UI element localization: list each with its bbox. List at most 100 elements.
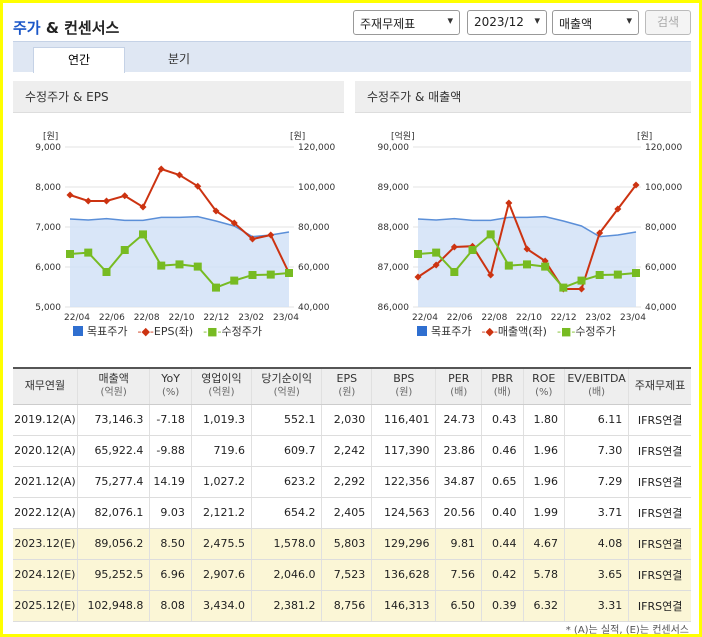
tab-annual[interactable]: 연간 — [33, 47, 125, 73]
column-unit: (%) — [161, 387, 180, 399]
table-cell: -7.18 — [149, 404, 192, 436]
table-cell: 9.81 — [435, 528, 482, 560]
table-cell: 0.42 — [481, 559, 523, 591]
y-left-tick-label: 8,000 — [35, 183, 61, 193]
left-series-point — [66, 191, 74, 199]
price-series-point — [84, 248, 93, 257]
table-cell: 623.2 — [250, 466, 322, 498]
y-right-unit: [원] — [290, 131, 305, 142]
price-series-point — [212, 283, 220, 292]
table-row: 2025.12(E) 102,948.8 8.08 3,434.0 2,381.2 8,7… — [13, 590, 691, 622]
price-series-point — [595, 271, 604, 279]
metric-select[interactable]: 매출액 ▾ — [552, 10, 639, 35]
x-tick-label: 23/02 — [238, 313, 264, 321]
price-series-point — [285, 269, 293, 277]
left-series-point — [596, 229, 604, 237]
y-left-tick-label: 7,000 — [35, 223, 61, 233]
table-cell: 129,296 — [371, 528, 436, 560]
table-cell: 2022.12(A) — [13, 497, 78, 529]
legend-item-price: -■-수정주가 — [556, 325, 616, 338]
page-title: 주가 & 컨센서스 — [13, 19, 120, 37]
chevron-down-icon: ▾ — [534, 14, 540, 27]
table-cell: 34.87 — [435, 466, 482, 498]
table-cell: 1.99 — [522, 497, 565, 529]
column-unit: (원) — [395, 387, 413, 399]
statement-type-select[interactable]: 주재무제표 ▾ — [353, 10, 460, 35]
table-cell: 75,277.4 — [76, 466, 150, 498]
square-line-icon: -■- — [203, 325, 222, 338]
column-unit: (배) — [450, 387, 468, 399]
price-series-point — [139, 230, 147, 239]
table-cell: 82,076.1 — [76, 497, 150, 529]
table-cell: 6.50 — [435, 590, 482, 622]
left-series-point — [212, 207, 220, 215]
y-left-tick-label: 86,000 — [378, 303, 410, 313]
y-left-unit: [억원] — [391, 130, 415, 142]
table-cell: 0.46 — [481, 435, 523, 467]
table-cell: 5,803 — [321, 528, 372, 560]
table-cell: 654.2 — [250, 497, 322, 529]
table-cell: 3.71 — [563, 497, 629, 529]
table-cell: 0.44 — [481, 528, 523, 560]
table-cell: 8,756 — [321, 590, 372, 622]
left-series-point — [414, 273, 422, 281]
left-series-point — [249, 235, 256, 243]
table-cell: 117,390 — [371, 435, 436, 467]
column-label: 매출액 — [98, 372, 129, 386]
price-series-point — [523, 260, 531, 269]
diamond-line-icon: -◆- — [137, 325, 154, 338]
search-button[interactable]: 검색 — [645, 10, 691, 35]
sales-price-chart: [억원] [원] 90,000 89,000 88,000 87,000 86,000 120… — [378, 130, 683, 321]
price-series-point — [157, 261, 166, 270]
left-series-point — [194, 182, 202, 190]
table-cell: 1,027.2 — [190, 466, 252, 498]
table-cell: 20.56 — [435, 497, 482, 529]
column-header: 당기순이익 (억원) — [250, 367, 322, 405]
right-chart-legend: 목표주가 -◆-매출액(좌) -■-수정주가 — [417, 323, 616, 339]
table-cell: 102,948.8 — [76, 590, 150, 622]
price-series-point — [66, 250, 74, 258]
table-row: 2022.12(A) 82,076.1 9.03 2,121.2 654.2 2,405 1… — [13, 497, 691, 529]
table-cell: -9.88 — [149, 435, 192, 467]
table-cell: 609.7 — [250, 435, 322, 467]
column-header: BPS (원) — [371, 367, 436, 405]
table-cell: 6.32 — [522, 590, 565, 622]
table-cell: 0.40 — [481, 497, 523, 529]
column-header: 재무연월 — [13, 367, 78, 405]
table-cell: 8.08 — [149, 590, 192, 622]
table-cell: 146,313 — [371, 590, 436, 622]
table-row: 2021.12(A) 75,277.4 14.19 1,027.2 623.2 2,292… — [13, 466, 691, 498]
x-tick-label: 22/06 — [447, 313, 473, 321]
column-unit: (배) — [588, 387, 606, 399]
y-right-tick-label: 80,000 — [298, 223, 330, 233]
x-tick-label: 22/08 — [481, 313, 507, 321]
price-series-point — [414, 250, 422, 258]
column-label: YoY — [161, 372, 180, 386]
square-line-icon: -■- — [556, 325, 576, 338]
left-series-point — [523, 245, 531, 253]
table-cell: 1,578.0 — [250, 528, 322, 560]
left-series-point — [103, 197, 110, 205]
column-label: 당기순이익 — [261, 372, 313, 386]
column-label: 재무연월 — [24, 379, 66, 393]
left-series-point — [632, 181, 640, 189]
y-left-unit: [원] — [43, 131, 58, 142]
price-series-point — [613, 270, 622, 279]
x-tick-label: 22/10 — [516, 313, 542, 321]
y-left-tick-label: 90,000 — [378, 143, 410, 153]
table-cell: IFRS연결 — [628, 590, 691, 622]
legend-item-target: 목표주가 — [417, 323, 471, 339]
y-right-tick-label: 120,000 — [645, 143, 682, 153]
table-cell: 2,475.5 — [190, 528, 252, 560]
x-tick-label: 22/12 — [551, 313, 577, 321]
table-cell: 552.1 — [250, 404, 322, 436]
price-series-point — [230, 276, 239, 285]
price-series-point — [432, 248, 441, 257]
chevron-down-icon: ▾ — [447, 14, 453, 27]
square-icon — [417, 326, 427, 336]
column-label: ROE — [532, 372, 556, 386]
period-select[interactable]: 2023/12 ▾ — [467, 10, 547, 35]
tab-quarterly[interactable]: 분기 — [167, 52, 191, 66]
column-label: PBR — [491, 372, 514, 386]
y-right-unit: [원] — [637, 131, 652, 142]
